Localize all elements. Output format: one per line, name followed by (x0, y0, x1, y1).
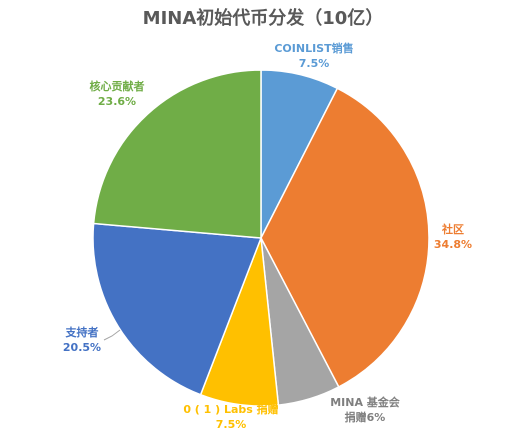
slice-value: 7.5% (216, 418, 247, 431)
slice-label: 0 ( 1 ) Labs 捐赠 7.5% (183, 402, 278, 431)
slice-label: 社区 34.8% (434, 222, 472, 251)
slice-name: MINA 基金会 (330, 395, 401, 409)
slice-name: 支持者 (65, 325, 99, 339)
leader-lines (103, 329, 121, 341)
slice-value: 23.6% (98, 95, 136, 108)
slice-value: 7.5% (299, 57, 330, 70)
slice-name: 0 ( 1 ) Labs 捐赠 (183, 402, 278, 416)
slice-value: 捐赠6% (345, 410, 386, 424)
slice-name: 社区 (441, 222, 464, 236)
slice-name: 核心贡献者 (90, 79, 145, 93)
leader-line (103, 329, 121, 341)
slice-label: MINA 基金会捐赠6% (330, 395, 401, 424)
pie-slice (260, 87, 430, 388)
slice-value: 34.8% (434, 238, 472, 251)
pie-slices (92, 69, 430, 407)
slice-label: 核心贡献者 23.6% (90, 79, 145, 108)
chart-title: MINA初始代币分发（10亿） (143, 7, 384, 29)
slice-value: 20.5% (63, 341, 101, 354)
slice-label: 支持者 20.5% (63, 325, 101, 354)
pie-slice (92, 69, 262, 239)
pie-slice (92, 222, 263, 396)
slice-name: COINLIST销售 (274, 41, 353, 55)
slice-label: COINLIST销售 7.5% (274, 41, 353, 70)
slice-labels: COINLIST销售 7.5% 社区 34.8% MINA 基金会捐赠6% 0 ( 1 )… (63, 41, 472, 431)
